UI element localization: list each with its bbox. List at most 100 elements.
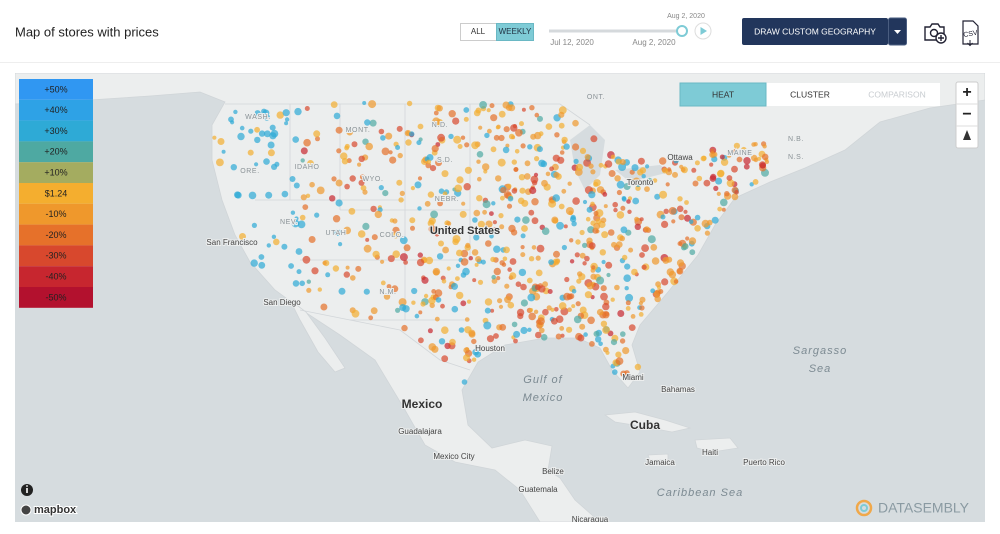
csv-icon[interactable]: CSV <box>962 20 979 47</box>
store-dot <box>639 296 646 303</box>
store-dot <box>650 244 658 251</box>
store-dot <box>498 110 506 118</box>
store-dot <box>514 216 521 223</box>
store-dot <box>741 146 747 153</box>
store-dot <box>733 148 738 154</box>
store-dot <box>306 279 311 284</box>
place-label: Miami <box>622 373 644 382</box>
store-dot <box>492 220 497 225</box>
store-dot <box>586 282 594 290</box>
zoom-out[interactable]: − <box>962 106 971 123</box>
store-dot <box>308 236 316 243</box>
store-dot <box>634 363 642 371</box>
map[interactable]: WASH. MONT. N.D. ONT. IDAHO S.D. ORE. WYO. NEBR.… <box>15 73 985 524</box>
store-dot <box>519 187 526 194</box>
store-dot <box>465 242 471 248</box>
store-dot <box>381 147 390 156</box>
store-dot <box>474 262 479 267</box>
store-dot <box>743 157 751 165</box>
store-dot <box>620 331 626 337</box>
store-dot <box>504 296 512 304</box>
store-dot <box>363 244 372 253</box>
store-dot <box>528 312 536 321</box>
store-dot <box>530 175 539 184</box>
hispaniola-land <box>694 437 739 453</box>
store-dot <box>484 132 490 139</box>
store-dot <box>571 304 576 309</box>
store-dot <box>537 317 545 325</box>
store-dot <box>436 253 444 260</box>
store-dot <box>392 218 398 224</box>
store-dot <box>588 242 596 250</box>
store-dot <box>554 307 559 312</box>
store-dot <box>506 183 512 189</box>
snapshot-icon[interactable] <box>924 23 947 44</box>
map-labels: WASH. MONT. N.D. ONT. IDAHO S.D. ORE. WYO. NEBR.… <box>205 93 846 524</box>
store-dot <box>212 135 217 140</box>
store-dot <box>584 255 590 262</box>
store-dot <box>338 242 343 247</box>
store-dot <box>508 104 516 112</box>
store-dot <box>267 149 275 157</box>
place-label: MONT. <box>346 127 371 134</box>
legend-label: -10% <box>45 209 66 219</box>
store-dot <box>233 109 238 115</box>
store-dot <box>485 220 493 228</box>
store-dot <box>418 337 424 344</box>
store-dot <box>362 138 369 145</box>
store-dot <box>431 145 439 153</box>
draw-button[interactable] <box>742 18 888 45</box>
store-dot <box>672 171 678 178</box>
store-dot <box>423 293 429 299</box>
store-dot <box>484 298 493 306</box>
store-dot <box>579 229 585 236</box>
legend-swatch <box>19 224 93 246</box>
store-dot <box>429 165 437 172</box>
tab-label[interactable]: COMPARISON <box>868 89 925 99</box>
store-dot <box>575 239 581 245</box>
store-dot <box>639 217 644 222</box>
slider-handle[interactable] <box>676 25 688 37</box>
place-label: Nicaragua <box>572 515 609 524</box>
place-label: COLO. <box>380 232 405 239</box>
store-dot <box>435 297 442 303</box>
store-dot <box>261 108 267 115</box>
store-dot <box>411 287 418 295</box>
tab-label[interactable]: HEAT <box>712 89 734 99</box>
store-dot <box>535 331 542 339</box>
store-dot <box>579 323 586 330</box>
store-dot <box>463 107 470 113</box>
toggle-weekly[interactable] <box>496 23 534 41</box>
store-dot <box>271 234 277 239</box>
store-dot <box>293 182 300 189</box>
store-dot <box>330 101 338 108</box>
store-dot <box>378 185 384 191</box>
store-dot <box>652 178 658 183</box>
store-dot <box>521 225 528 232</box>
store-dot <box>378 128 385 135</box>
store-dot <box>521 107 526 112</box>
tab-active[interactable] <box>679 82 767 107</box>
store-dot <box>621 196 627 202</box>
store-dot <box>704 230 711 236</box>
store-dot <box>551 317 558 325</box>
store-dot <box>566 326 573 333</box>
store-dot <box>487 128 492 134</box>
compass[interactable] <box>963 130 971 140</box>
store-dot <box>449 338 456 346</box>
store-dot <box>552 194 560 202</box>
store-dot <box>289 176 296 182</box>
mapbox-text: mapbox <box>34 504 77 516</box>
store-dot <box>417 206 422 211</box>
store-dot <box>388 150 393 155</box>
play-icon <box>700 27 707 35</box>
store-dot <box>533 309 539 314</box>
store-dot <box>530 133 537 140</box>
store-dot <box>311 267 319 275</box>
tab-label[interactable]: CLUSTER <box>790 89 830 99</box>
store-dot <box>237 132 245 141</box>
store-dot <box>515 129 523 137</box>
store-dot <box>528 256 535 262</box>
zoom-in[interactable]: + <box>962 84 971 101</box>
store-dot <box>610 297 615 302</box>
